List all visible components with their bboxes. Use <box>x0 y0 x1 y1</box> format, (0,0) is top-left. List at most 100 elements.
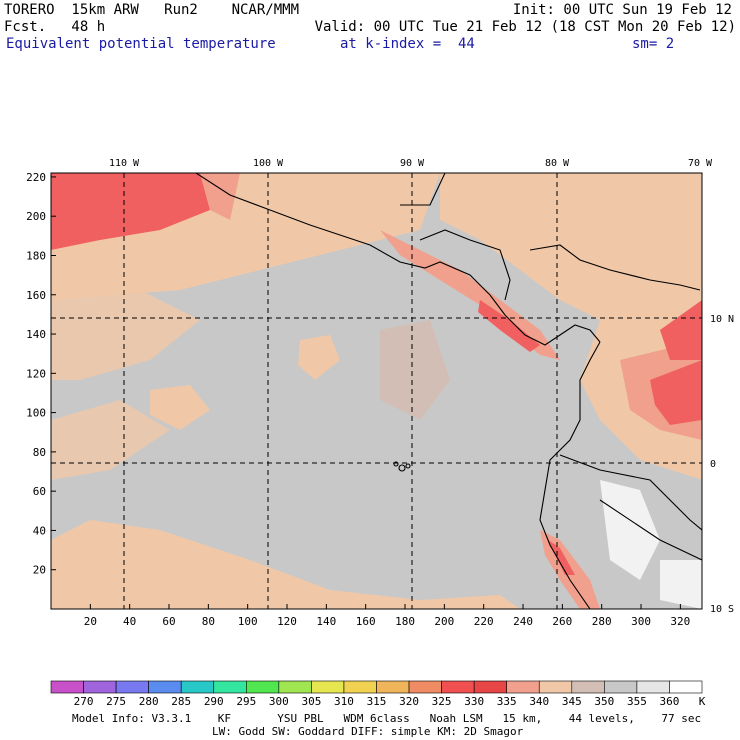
header-init-time: Init: 00 UTC Sun 19 Feb 12 <box>512 2 732 18</box>
y-tick-label: 180 <box>26 249 46 262</box>
colorbar-label: 325 <box>432 695 452 708</box>
y-tick-label: 200 <box>26 210 46 223</box>
colorbar-swatch <box>441 680 475 694</box>
y-tick-label: 60 <box>33 485 46 498</box>
south-america-pacific-coast <box>539 341 601 609</box>
galapagos-2 <box>393 461 399 467</box>
x-tick-label: 80 <box>202 615 215 628</box>
galapagos-3 <box>405 463 411 469</box>
warm-patch-southwest <box>51 400 170 480</box>
colorbar-label: 360 <box>660 695 680 708</box>
colorbar-swatch <box>180 680 215 694</box>
longitude-label: 90 W <box>400 158 425 169</box>
warm-patch-west <box>51 290 200 380</box>
longitude-labels: 110 W 100 W 90 W 80 W 70 W <box>109 158 713 169</box>
colorbar-swatch <box>50 680 84 694</box>
warm-land-north <box>440 173 702 330</box>
colorbar-swatch <box>246 680 280 694</box>
x-axis: 20 40 60 80 100 120 140 160 180 200 220 240 260 280 30… <box>84 604 690 628</box>
colorbar-swatch <box>473 680 507 694</box>
colorbar-label: 355 <box>627 695 647 708</box>
white-patch-east <box>600 480 660 580</box>
warm-blob-1 <box>150 385 210 430</box>
x-tick-label: 220 <box>474 615 494 628</box>
longitude-label: 100 W <box>253 158 284 169</box>
colorbar-label: 350 <box>594 695 614 708</box>
caribbean-coast <box>419 229 511 301</box>
red-east <box>650 360 702 425</box>
colorbar-label: 345 <box>562 695 582 708</box>
colorbar-swatch <box>213 680 247 694</box>
colorbar-label: 275 <box>106 695 126 708</box>
header-valid-time: Valid: 00 UTC Tue 21 Feb 12 (18 CST Mon … <box>314 19 736 35</box>
north-coast-south-america <box>529 244 701 291</box>
x-tick-label: 180 <box>395 615 415 628</box>
x-tick-label: 120 <box>277 615 297 628</box>
y-axis: 20 40 60 80 100 120 140 160 180 200 220 <box>26 171 56 577</box>
colorbar-label: 295 <box>236 695 256 708</box>
colorbar-label: 310 <box>334 695 354 708</box>
galapagos-1 <box>398 464 406 472</box>
header-run-info: TORERO 15km ARW Run2 NCAR/MMM <box>4 2 300 18</box>
peru-border <box>599 499 702 561</box>
y-tick-label: 140 <box>26 328 46 341</box>
field-name: Equivalent potential temperature <box>6 36 276 52</box>
colorbar-swatch <box>604 680 638 694</box>
salmon-northwest <box>200 173 240 220</box>
model-info: Model Info: V3.3.1 KF YSU PBL WDM 6class… <box>72 712 702 725</box>
colorbar-swatch <box>538 680 573 694</box>
x-tick-label: 280 <box>592 615 612 628</box>
colorbar-label: 335 <box>497 695 517 708</box>
colorbar-swatch <box>408 680 442 694</box>
y-tick-label: 160 <box>26 289 46 302</box>
colorbar-label: 285 <box>171 695 191 708</box>
colorbar-label: 320 <box>399 695 419 708</box>
ecuador-border <box>559 454 702 531</box>
colorbar-swatch <box>669 680 703 694</box>
x-tick-label: 160 <box>356 615 376 628</box>
latitude-label: 10 N <box>710 314 734 325</box>
colorbar-unit: K <box>699 695 706 708</box>
longitude-label: 70 W <box>688 158 713 169</box>
longitude-label: 110 W <box>109 158 140 169</box>
longitude-label: 80 W <box>545 158 570 169</box>
colorbar-swatch <box>148 680 182 694</box>
graticule <box>51 173 702 609</box>
colorbar-swatch <box>571 680 605 694</box>
smoothing-value: sm= 2 <box>632 36 675 52</box>
x-tick-label: 240 <box>513 615 533 628</box>
header-forecast-hour: Fcst. 48 h <box>4 19 106 35</box>
x-tick-label: 60 <box>162 615 175 628</box>
x-tick-label: 300 <box>631 615 651 628</box>
y-tick-label: 100 <box>26 407 46 420</box>
y-tick-label: 220 <box>26 171 46 184</box>
colorbar-swatch <box>376 680 410 694</box>
level-index: at k-index = 44 <box>340 36 475 52</box>
x-tick-label: 260 <box>552 615 572 628</box>
physics-info: LW: Godd SW: Goddard DIFF: simple KM: 2D… <box>212 725 524 738</box>
plot-frame <box>50 172 703 610</box>
x-tick-label: 100 <box>238 615 258 628</box>
y-tick-label: 20 <box>33 564 46 577</box>
y-tick-label: 40 <box>33 524 46 537</box>
x-tick-label: 140 <box>316 615 336 628</box>
colorbar-swatch <box>115 680 149 694</box>
colorbar-label: 330 <box>464 695 484 708</box>
pacific-coast-central-america <box>195 173 601 346</box>
colorbar: 270 275 280 285 290 295 300 305 310 315 320 325 330 3… <box>50 680 706 708</box>
red-northeast <box>660 300 702 360</box>
y-tick-label: 120 <box>26 367 46 380</box>
colorbar-swatch <box>506 680 540 694</box>
warm-band-south <box>51 520 520 609</box>
white-patch-southeast <box>660 560 702 609</box>
colorbar-label: 290 <box>204 695 224 708</box>
red-peru-coast <box>548 540 575 575</box>
mid-blob <box>380 320 450 420</box>
colorbar-swatch <box>636 680 670 694</box>
warm-blob-2 <box>298 335 340 380</box>
y-tick-label: 80 <box>33 446 46 459</box>
x-tick-label: 20 <box>84 615 97 628</box>
red-northwest <box>51 173 210 250</box>
colorbar-swatch <box>83 680 117 694</box>
